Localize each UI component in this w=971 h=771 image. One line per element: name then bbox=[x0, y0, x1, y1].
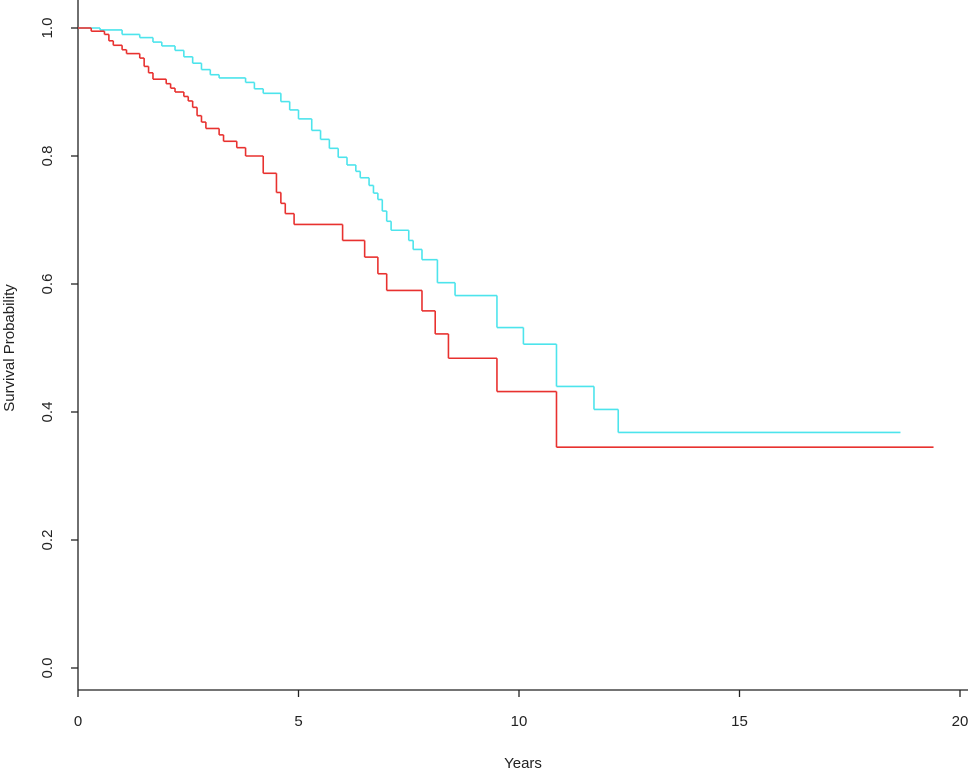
y-tick-label: 0.0 bbox=[39, 658, 56, 679]
y-tick-label: 0.8 bbox=[39, 146, 56, 167]
x-tick-label: 15 bbox=[731, 713, 748, 730]
y-tick-label: 0.4 bbox=[39, 402, 56, 423]
x-tick-label: 10 bbox=[511, 713, 528, 730]
y-axis-title: Survival Probability bbox=[1, 284, 18, 412]
x-tick-label: 5 bbox=[294, 713, 302, 730]
y-tick-label: 0.2 bbox=[39, 530, 56, 551]
x-axis-title: Years bbox=[504, 755, 542, 771]
x-tick-label: 20 bbox=[952, 713, 969, 730]
y-tick-label: 0.6 bbox=[39, 274, 56, 295]
y-tick-label: 1.0 bbox=[39, 18, 56, 39]
x-tick-label: 0 bbox=[74, 713, 82, 730]
